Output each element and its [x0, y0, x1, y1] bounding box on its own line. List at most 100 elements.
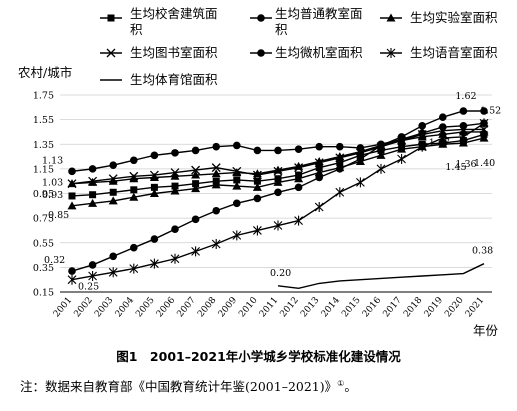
- data-point: [109, 188, 117, 196]
- note-text: 注：数据来自教育部《中国教育统计年鉴(2001–2021)》: [20, 379, 338, 394]
- data-point: [459, 121, 468, 130]
- data-point: [67, 179, 77, 189]
- data-point: [397, 135, 406, 144]
- data-point: [130, 186, 138, 194]
- legend-label: 生均实验室面积: [410, 10, 498, 25]
- legend-label: 生均普通教室面: [275, 6, 363, 21]
- data-point: [315, 164, 323, 172]
- data-label: 1.62: [455, 91, 476, 102]
- data-point: [130, 156, 138, 165]
- data-label: 0.20: [270, 268, 291, 279]
- data-label: 0.32: [44, 255, 65, 266]
- y-tick-label: 0.35: [33, 263, 54, 274]
- data-point: [171, 149, 179, 157]
- data-point: [232, 230, 242, 241]
- data-point: [294, 145, 303, 153]
- data-point: [191, 246, 200, 257]
- legend-label: 积: [275, 22, 288, 37]
- source-note: 注：数据来自教育部《中国教育统计年鉴(2001–2021)》①。: [20, 376, 357, 395]
- data-point: [273, 166, 283, 176]
- data-point: [150, 183, 158, 191]
- data-point: [377, 146, 385, 154]
- data-label: 1.45: [445, 162, 466, 173]
- data-point: [335, 153, 345, 163]
- data-point: [294, 215, 303, 226]
- legend-label: 生均体育馆面积: [130, 72, 218, 87]
- legend-marker: [386, 48, 396, 58]
- x-tick-label: 2006: [155, 295, 178, 319]
- data-point: [314, 158, 324, 168]
- data-point: [129, 171, 139, 181]
- data-point: [130, 243, 138, 252]
- data-point: [377, 140, 385, 149]
- data-point: [233, 141, 241, 150]
- data-point: [211, 238, 221, 249]
- legend-label: 生均校舍建筑面: [130, 6, 218, 21]
- chart: 1.75 1.55 1.35 1.15 0.95 0.75 0.55 0.35 0.152001…: [18, 6, 501, 338]
- data-label: 1.40: [474, 158, 495, 169]
- note-footnote-mark: ①: [337, 378, 345, 388]
- data-point: [192, 180, 200, 188]
- data-label: 1.13: [42, 155, 63, 166]
- data-point: [417, 141, 427, 152]
- data-label: 0.93: [42, 190, 63, 201]
- data-label: 1.47: [429, 137, 450, 148]
- data-point: [314, 168, 324, 177]
- x-axis-label: 年份: [473, 323, 499, 338]
- data-label: 0.85: [48, 210, 69, 221]
- data-point: [439, 113, 447, 121]
- data-point: [212, 142, 220, 151]
- data-point: [315, 173, 324, 182]
- data-point: [253, 177, 261, 185]
- data-point: [89, 191, 97, 199]
- data-point: [458, 138, 468, 147]
- x-tick-label: 2007: [176, 295, 199, 319]
- data-point: [211, 163, 221, 173]
- x-tick-label: 2020: [443, 295, 466, 319]
- data-point: [67, 201, 77, 210]
- data-point: [294, 174, 304, 183]
- x-tick-label: 2008: [196, 295, 219, 319]
- data-point: [108, 176, 118, 185]
- data-point: [150, 151, 159, 160]
- x-tick-label: 2002: [73, 296, 95, 320]
- data-label: 0.38: [472, 246, 493, 257]
- y-tick-label: 1.35: [33, 140, 54, 151]
- x-tick-label: 2011: [258, 296, 280, 320]
- data-point: [233, 176, 241, 184]
- x-tick-label: 2017: [382, 295, 405, 319]
- data-point: [149, 189, 159, 197]
- data-point: [356, 155, 365, 163]
- data-point: [274, 188, 282, 197]
- legend-marker: [257, 14, 265, 22]
- data-point: [88, 270, 97, 281]
- note-end: 。: [344, 379, 357, 394]
- data-point: [150, 258, 159, 269]
- data-point: [149, 172, 159, 181]
- legend-marker: [386, 13, 396, 22]
- data-point: [68, 192, 76, 200]
- data-point: [68, 267, 76, 275]
- y-tick-label: 1.55: [33, 115, 54, 126]
- data-point: [480, 107, 488, 115]
- data-label: 0.25: [78, 282, 99, 293]
- data-point: [439, 123, 447, 131]
- y-tick-label: 0.95: [33, 189, 54, 200]
- data-point: [67, 274, 77, 285]
- data-point: [336, 159, 344, 167]
- data-point: [233, 199, 241, 208]
- x-tick-label: 2009: [217, 295, 240, 319]
- data-point: [232, 166, 242, 176]
- data-point: [252, 182, 262, 191]
- data-label: 1.03: [42, 178, 63, 189]
- data-point: [315, 142, 324, 151]
- data-point: [170, 168, 180, 178]
- y-tick-label: 1.15: [33, 164, 54, 175]
- x-tick-label: 2001: [52, 296, 74, 320]
- data-point: [294, 163, 304, 173]
- legend-label: 生均微机室面积: [275, 45, 363, 60]
- data-point: [68, 167, 76, 176]
- data-point: [171, 225, 179, 234]
- data-point: [438, 139, 448, 148]
- legend-marker: [257, 49, 265, 57]
